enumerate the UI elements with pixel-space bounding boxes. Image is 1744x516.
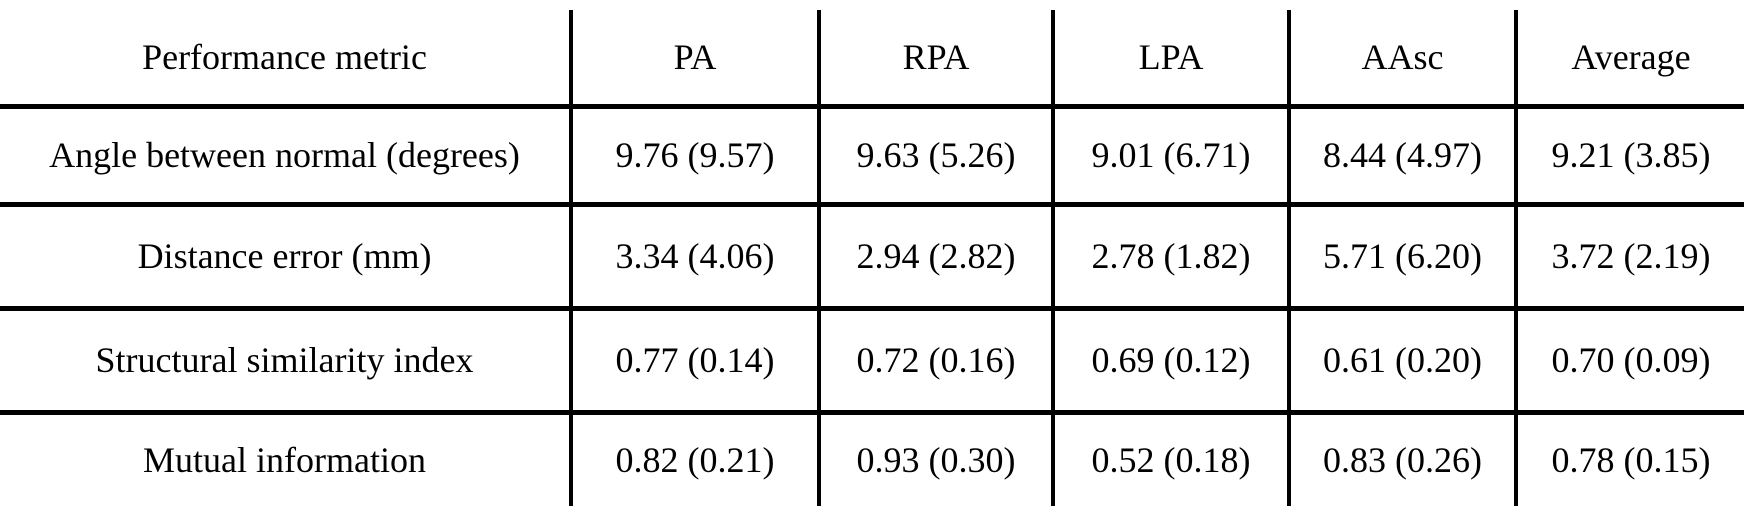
value-cell: 9.76 (9.57) (571, 106, 821, 207)
header-cell-lpa: LPA (1053, 10, 1291, 109)
value-cell: 0.52 (0.18) (1053, 412, 1291, 506)
header-cell-aasc: AAsc (1289, 10, 1518, 109)
value-cell: 0.83 (0.26) (1289, 412, 1518, 506)
value-cell: 0.69 (0.12) (1053, 308, 1291, 415)
metric-label-cell: Structural similarity index (0, 308, 573, 415)
header-cell-pa: PA (571, 10, 821, 109)
value-cell: 0.82 (0.21) (571, 412, 821, 506)
metric-label-cell: Angle between normal (degrees) (0, 106, 573, 207)
value-cell: 0.72 (0.16) (819, 308, 1055, 415)
value-cell: 0.61 (0.20) (1289, 308, 1518, 415)
performance-metrics-table: Performance metric PA RPA LPA AAsc Avera… (0, 10, 1744, 506)
metric-label-cell: Distance error (mm) (0, 204, 573, 311)
header-cell-rpa: RPA (819, 10, 1055, 109)
value-cell: 0.77 (0.14) (571, 308, 821, 415)
value-cell: 5.71 (6.20) (1289, 204, 1518, 311)
value-cell: 9.01 (6.71) (1053, 106, 1291, 207)
value-cell: 2.94 (2.82) (819, 204, 1055, 311)
table-row-mutual-information: Mutual information 0.82 (0.21) 0.93 (0.3… (0, 412, 1744, 506)
value-cell: 0.70 (0.09) (1516, 308, 1744, 415)
value-cell: 9.63 (5.26) (819, 106, 1055, 207)
value-cell: 3.72 (2.19) (1516, 204, 1744, 311)
table-row-structural-similarity-index: Structural similarity index 0.77 (0.14) … (0, 308, 1744, 415)
table-header-row: Performance metric PA RPA LPA AAsc Avera… (0, 10, 1744, 109)
metric-label-cell: Mutual information (0, 412, 573, 506)
table-row-angle-between-normal: Angle between normal (degrees) 9.76 (9.5… (0, 106, 1744, 207)
header-cell-average: Average (1516, 10, 1744, 109)
value-cell: 0.93 (0.30) (819, 412, 1055, 506)
value-cell: 2.78 (1.82) (1053, 204, 1291, 311)
table-row-distance-error: Distance error (mm) 3.34 (4.06) 2.94 (2.… (0, 204, 1744, 311)
value-cell: 9.21 (3.85) (1516, 106, 1744, 207)
header-cell-performance-metric: Performance metric (0, 10, 573, 109)
value-cell: 3.34 (4.06) (571, 204, 821, 311)
value-cell: 8.44 (4.97) (1289, 106, 1518, 207)
value-cell: 0.78 (0.15) (1551, 440, 1711, 481)
